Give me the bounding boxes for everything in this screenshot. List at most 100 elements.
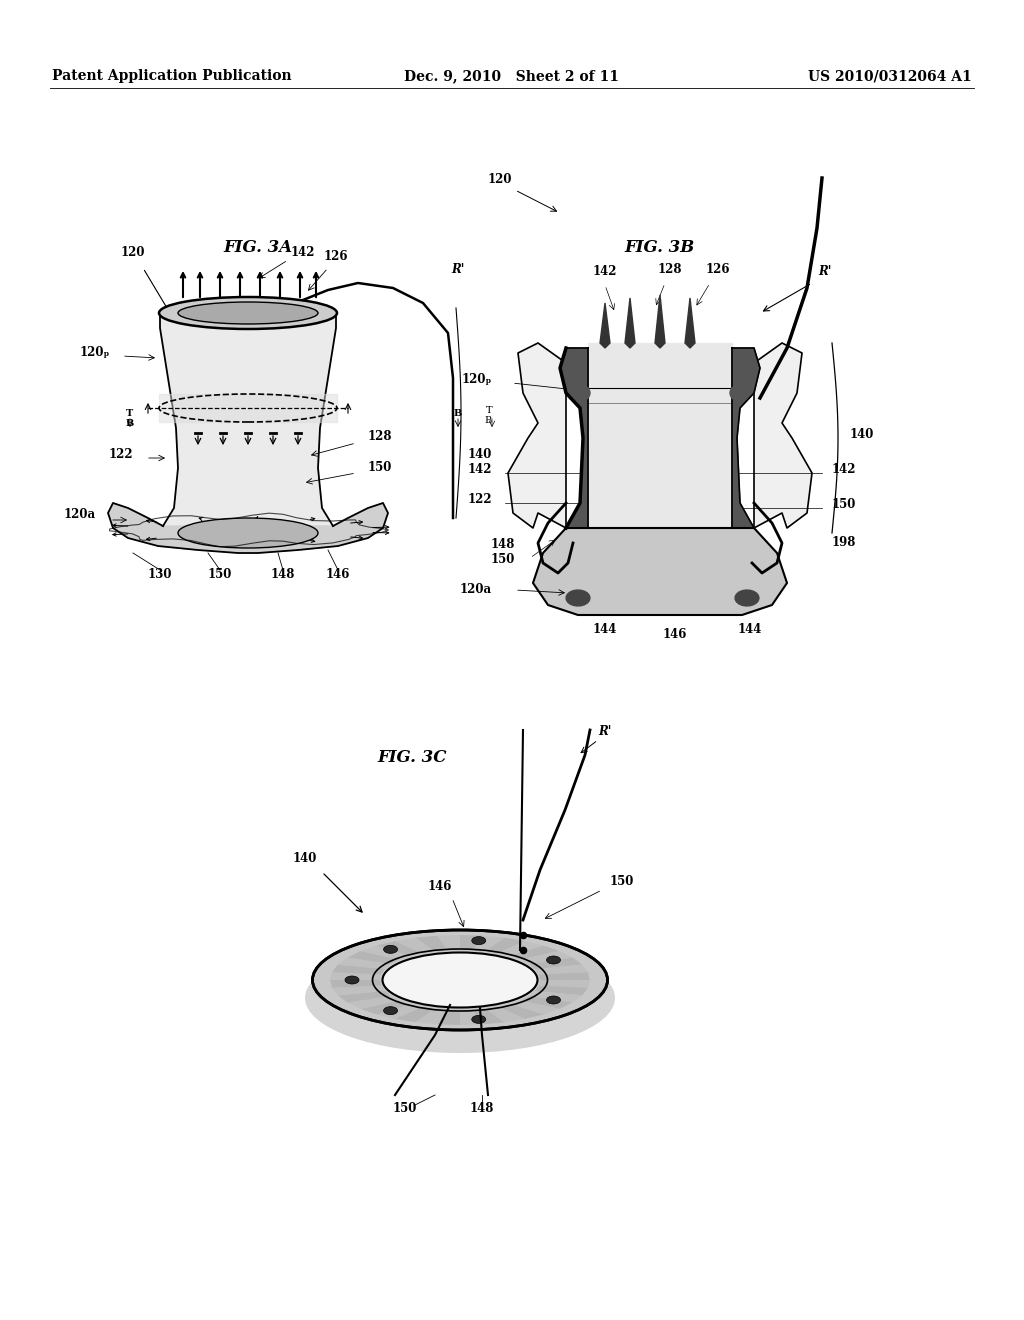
- Text: T: T: [126, 409, 133, 418]
- Polygon shape: [529, 991, 583, 1002]
- Text: 140: 140: [468, 447, 493, 461]
- Polygon shape: [511, 1001, 559, 1015]
- Text: 142: 142: [593, 265, 617, 279]
- Ellipse shape: [547, 956, 560, 964]
- Polygon shape: [332, 986, 385, 995]
- Polygon shape: [160, 313, 336, 525]
- Text: 122: 122: [467, 492, 492, 506]
- Polygon shape: [416, 1010, 446, 1024]
- Polygon shape: [360, 945, 409, 960]
- Polygon shape: [347, 997, 398, 1008]
- Polygon shape: [500, 1005, 544, 1019]
- Text: FIG. 3A: FIG. 3A: [223, 239, 293, 256]
- Text: Patent Application Publication: Patent Application Publication: [52, 69, 292, 83]
- Text: 150: 150: [208, 568, 232, 581]
- Text: 146: 146: [326, 568, 350, 581]
- Ellipse shape: [384, 945, 397, 953]
- Text: FIG. 3C: FIG. 3C: [377, 750, 446, 767]
- Ellipse shape: [383, 953, 538, 1007]
- Text: 150: 150: [490, 553, 515, 566]
- Ellipse shape: [312, 931, 607, 1030]
- Text: R': R': [818, 265, 831, 279]
- Text: 120: 120: [487, 173, 512, 186]
- Polygon shape: [347, 952, 398, 964]
- Polygon shape: [521, 952, 572, 964]
- Text: 150: 150: [393, 1102, 417, 1115]
- Polygon shape: [511, 945, 559, 960]
- Polygon shape: [437, 1011, 460, 1026]
- Ellipse shape: [472, 1015, 485, 1023]
- Text: 142: 142: [468, 463, 492, 477]
- Polygon shape: [474, 936, 505, 950]
- Polygon shape: [460, 1011, 482, 1026]
- Polygon shape: [536, 986, 588, 995]
- Text: 140: 140: [293, 851, 317, 865]
- Circle shape: [730, 385, 744, 400]
- Ellipse shape: [178, 517, 318, 548]
- Text: Dec. 9, 2010   Sheet 2 of 11: Dec. 9, 2010 Sheet 2 of 11: [404, 69, 620, 83]
- Text: 120: 120: [121, 246, 145, 259]
- Text: R': R': [598, 725, 611, 738]
- Polygon shape: [108, 503, 388, 553]
- Polygon shape: [521, 997, 572, 1008]
- Text: 198: 198: [831, 536, 856, 549]
- Polygon shape: [560, 348, 588, 528]
- Text: 150: 150: [610, 875, 635, 888]
- Text: 144: 144: [593, 623, 617, 636]
- Polygon shape: [474, 1010, 505, 1024]
- Polygon shape: [588, 343, 732, 533]
- Polygon shape: [416, 936, 446, 950]
- Text: T: T: [485, 407, 492, 414]
- Polygon shape: [536, 965, 588, 974]
- Polygon shape: [600, 304, 610, 348]
- Polygon shape: [539, 979, 590, 987]
- Text: 146: 146: [428, 880, 453, 894]
- Polygon shape: [566, 590, 590, 606]
- Text: 120a: 120a: [63, 508, 96, 521]
- Polygon shape: [487, 1007, 525, 1022]
- Text: B: B: [126, 418, 134, 428]
- Polygon shape: [625, 298, 635, 348]
- Polygon shape: [529, 957, 583, 969]
- Text: US 2010/0312064 A1: US 2010/0312064 A1: [808, 69, 972, 83]
- Ellipse shape: [159, 297, 337, 329]
- Text: 146: 146: [663, 628, 687, 642]
- Ellipse shape: [472, 937, 485, 945]
- Text: 126: 126: [324, 249, 348, 263]
- Polygon shape: [754, 343, 812, 528]
- Polygon shape: [539, 973, 590, 979]
- Polygon shape: [330, 973, 381, 979]
- Polygon shape: [377, 941, 420, 956]
- Polygon shape: [338, 991, 391, 1002]
- Circle shape: [575, 385, 590, 400]
- Polygon shape: [395, 1007, 432, 1022]
- Text: 142: 142: [291, 246, 315, 259]
- Ellipse shape: [305, 942, 615, 1053]
- Text: 120ₚ: 120ₚ: [462, 374, 492, 385]
- Text: 148: 148: [490, 539, 515, 550]
- Ellipse shape: [345, 975, 359, 983]
- Text: 120ₚ: 120ₚ: [80, 346, 110, 359]
- Polygon shape: [534, 528, 787, 615]
- Polygon shape: [437, 935, 460, 949]
- Text: B: B: [484, 416, 492, 425]
- Polygon shape: [685, 298, 695, 348]
- Text: B: B: [454, 409, 462, 418]
- Text: 140: 140: [850, 428, 874, 441]
- Polygon shape: [338, 957, 391, 969]
- Text: 150: 150: [831, 498, 856, 511]
- Polygon shape: [508, 343, 566, 528]
- Text: 148: 148: [270, 568, 295, 581]
- Text: 150: 150: [368, 461, 392, 474]
- Text: 148: 148: [470, 1102, 495, 1115]
- Polygon shape: [487, 937, 525, 952]
- Ellipse shape: [384, 1007, 397, 1015]
- Text: 126: 126: [706, 263, 730, 276]
- Point: [515, 924, 531, 945]
- Point: [515, 940, 531, 961]
- Ellipse shape: [178, 302, 318, 323]
- Text: 128: 128: [657, 263, 682, 276]
- Text: 130: 130: [147, 568, 172, 581]
- Polygon shape: [395, 937, 432, 952]
- Text: 144: 144: [738, 623, 762, 636]
